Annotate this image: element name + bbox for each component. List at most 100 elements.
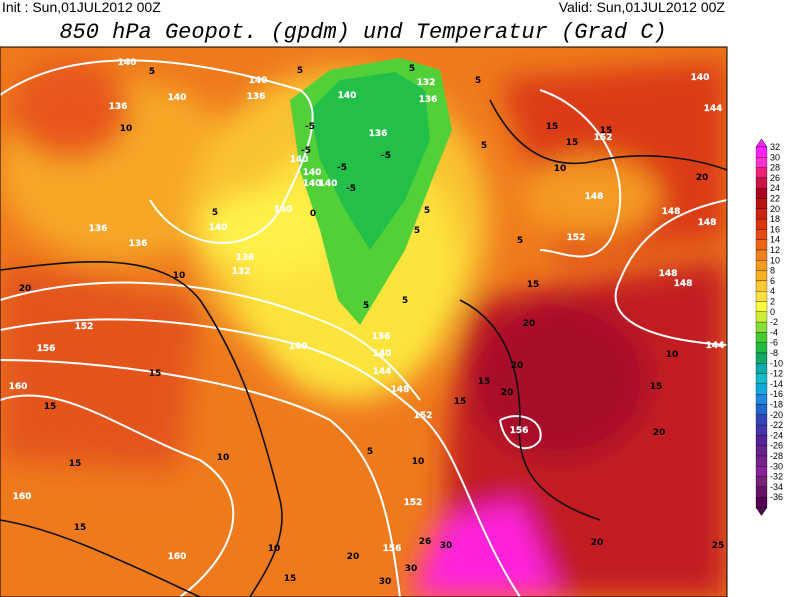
- contour-label: 160: [13, 492, 32, 502]
- contour-label: 136: [247, 92, 266, 102]
- contour-label: 140: [290, 155, 309, 165]
- contour-label: 5: [149, 67, 155, 77]
- colorbar-swatch: [755, 466, 768, 477]
- colorbar-swatch: [755, 260, 768, 271]
- contour-label: 10: [173, 271, 186, 281]
- contour-label: 15: [149, 369, 162, 379]
- colorbar-swatch: [755, 249, 768, 261]
- colorbar-swatch: [755, 435, 768, 446]
- colorbar-swatch: [755, 167, 768, 179]
- contour-label: 152: [75, 322, 94, 332]
- contour-label: 156: [37, 344, 56, 354]
- contour-label: 144: [706, 341, 725, 351]
- colorbar-swatch: [755, 373, 768, 385]
- colorbar-swatch: [755, 218, 768, 230]
- contour-label: 140: [373, 349, 392, 359]
- colorbar-label: 20: [770, 204, 780, 214]
- contour-label: 140: [274, 205, 293, 215]
- contour-label: 15: [69, 459, 82, 469]
- contour-label: 20: [501, 388, 514, 398]
- contour-label: 160: [168, 552, 187, 562]
- contour-label: 132: [232, 267, 251, 277]
- contour-label: 156: [510, 426, 529, 436]
- colorbar-swatch: [755, 394, 768, 405]
- colorbar-swatch: [755, 188, 768, 199]
- contour-label: 15: [44, 402, 57, 412]
- colorbar-label: 10: [770, 255, 780, 265]
- colorbar-label: -12: [770, 369, 783, 379]
- contour-label: -5: [305, 122, 315, 132]
- contour-label: 140: [319, 179, 338, 189]
- contour-label: 10: [666, 350, 679, 360]
- contour-label: 5: [475, 76, 481, 86]
- colorbar-swatch: [755, 291, 768, 302]
- contour-label: 5: [363, 301, 369, 311]
- colorbar-swatch: [755, 270, 768, 282]
- contour-label: 5: [481, 141, 487, 151]
- isotherms: [0, 99, 727, 597]
- colorbar-label: -4: [770, 327, 778, 337]
- colorbar-label: 4: [770, 286, 775, 296]
- colorbar-swatch: [755, 229, 768, 240]
- contour-label: 152: [594, 133, 613, 143]
- colorbar-label: 18: [770, 214, 780, 224]
- contour-label: 15: [454, 397, 467, 407]
- colorbar-label: -36: [770, 492, 783, 502]
- colorbar-swatch: [755, 146, 768, 158]
- contour-label: 148: [391, 385, 410, 395]
- colorbar-label: 22: [770, 194, 780, 204]
- map-frame: [0, 46, 728, 597]
- contour-label: 5: [402, 296, 408, 306]
- contour-label: 148: [659, 269, 678, 279]
- colorbar-label: 26: [770, 173, 780, 183]
- contour-label: 10: [554, 164, 567, 174]
- contour-label: 144: [373, 367, 392, 377]
- contour-label: 5: [424, 206, 430, 216]
- colorbar-swatch: [755, 352, 768, 364]
- contour-label: 20: [696, 173, 709, 183]
- contour-label: 0: [310, 209, 316, 219]
- colorbar-label: 12: [770, 245, 780, 255]
- colorbar-label: -32: [770, 472, 783, 482]
- contour-label: 20: [523, 319, 536, 329]
- colorbar-label: -26: [770, 441, 783, 451]
- contour-label: 10: [412, 457, 425, 467]
- colorbar-label: 8: [770, 266, 775, 276]
- colorbar-swatch: [755, 239, 768, 251]
- contours: [0, 59, 727, 597]
- colorbar-swatch: [755, 486, 768, 498]
- contour-label: 152: [567, 233, 586, 243]
- colorbar-label: 28: [770, 163, 780, 173]
- colorbar-swatch: [755, 414, 768, 426]
- colorbar-swatch: [755, 280, 768, 292]
- colorbar-swatch: [755, 321, 768, 333]
- contour-label: 15: [74, 523, 87, 533]
- contour-label: 152: [404, 498, 423, 508]
- contour-label: 140: [303, 168, 322, 178]
- contour-label: 140: [168, 93, 187, 103]
- colorbar-label: 30: [770, 152, 780, 162]
- colorbar-swatch: [755, 332, 768, 343]
- colorbar-arrow: [755, 138, 768, 148]
- contour-label: 140: [338, 91, 357, 101]
- colorbar-label: 2: [770, 297, 775, 307]
- colorbar-label: -8: [770, 348, 778, 358]
- contour-label: 132: [417, 78, 436, 88]
- colorbar-label: -14: [770, 379, 783, 389]
- contour-label: 5: [409, 64, 415, 74]
- colorbar-swatch: [755, 497, 768, 508]
- contour-label: 30: [379, 577, 392, 587]
- contour-label: 15: [546, 122, 559, 132]
- colorbar-swatch: [755, 445, 768, 457]
- contour-label: 140: [289, 342, 308, 352]
- colorbar-label: 6: [770, 276, 775, 286]
- colorbar-label: 24: [770, 183, 780, 193]
- contour-label: 15: [566, 138, 579, 148]
- contour-label: 140: [249, 76, 268, 86]
- colorbar: 32302826242220181614121086420-2-4-6-8-10…: [755, 138, 783, 516]
- contour-label: -5: [337, 163, 347, 173]
- colorbar-swatch: [755, 383, 768, 395]
- contour-label: 140: [303, 179, 322, 189]
- colorbar-label: -28: [770, 451, 783, 461]
